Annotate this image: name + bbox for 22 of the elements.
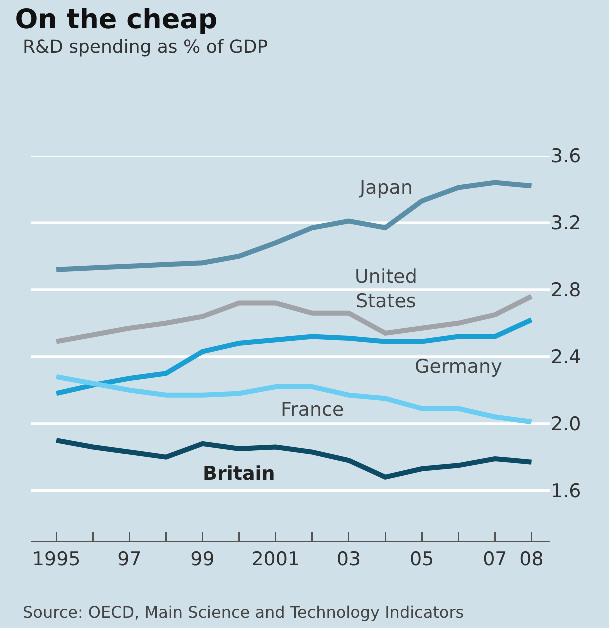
source-note: Source: OECD, Main Science and Technology Indicators [23, 603, 464, 622]
chart-title: On the cheap [15, 4, 218, 36]
y-tick-label: 2.0 [551, 413, 582, 436]
chart-subtitle: R&D spending as % of GDP [23, 37, 268, 58]
x-tick-label: 05 [410, 548, 434, 570]
x-tick-label: 08 [520, 548, 544, 570]
x-tick-label: 99 [190, 548, 215, 570]
series-label: Germany [415, 356, 502, 378]
x-tick-label: 2001 [252, 548, 300, 570]
y-tick-label: 3.6 [551, 146, 582, 168]
y-tick-label: 1.6 [551, 480, 582, 502]
series-label: United States [355, 266, 418, 313]
series-label: France [281, 399, 344, 421]
series-label: Japan [359, 177, 413, 199]
x-tick-label: 97 [118, 548, 142, 570]
x-tick-label: 07 [483, 548, 508, 570]
series-label: Britain [203, 463, 276, 485]
x-tick-label: 1995 [32, 548, 81, 570]
y-tick-label: 2.8 [551, 280, 582, 302]
y-tick-label: 3.2 [551, 212, 582, 235]
y-tick-label: 2.4 [551, 346, 582, 369]
x-tick-label: 03 [336, 548, 362, 570]
